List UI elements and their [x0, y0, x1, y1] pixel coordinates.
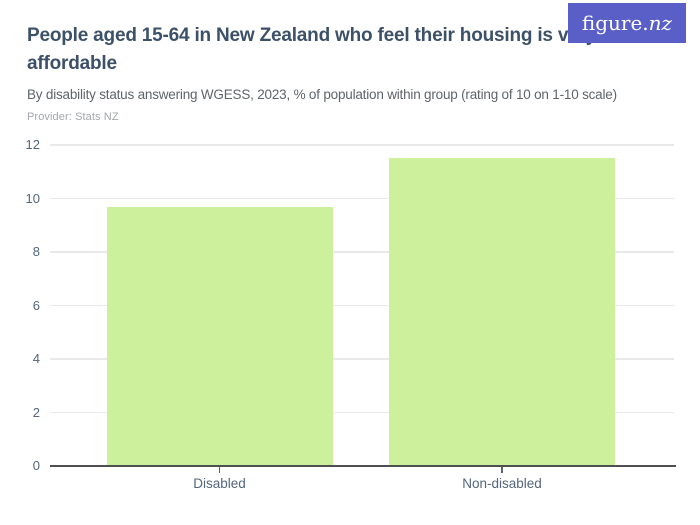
y-axis-tick-label: 6 [32, 297, 40, 313]
y-gridline [50, 251, 674, 253]
y-axis-tick-label: 4 [32, 351, 40, 366]
y-axis-tick-label: 12 [25, 137, 40, 152]
logo-text-italic: nz [648, 11, 673, 35]
y-gridline [50, 411, 674, 414]
y-axis-tick-label: 8 [32, 244, 40, 259]
y-axis-tick-label: 10 [25, 190, 40, 206]
y-axis-tick-label: 2 [32, 404, 40, 420]
x-axis-tick [501, 467, 503, 473]
y-gridline [50, 197, 674, 200]
page-title: People aged 15-64 in New Zealand who fee… [27, 25, 597, 74]
chart-header: People aged 15-64 in New Zealand who fee… [27, 22, 627, 123]
y-axis-tick-label: 0 [32, 458, 40, 473]
bar-non-disabled [389, 158, 615, 466]
logo-text: figure. [581, 11, 649, 35]
x-axis-line [50, 465, 676, 467]
y-gridline [50, 304, 674, 307]
x-axis-category-label: Non-disabled [462, 476, 542, 491]
x-axis-tick [218, 467, 221, 473]
chart-subtitle: By disability status answering WGESS, 20… [27, 87, 617, 102]
data-provider-note: Provider: Stats NZ [27, 111, 119, 123]
figure-nz-logo: figure. nz [568, 3, 686, 43]
x-axis-category-label: Disabled [193, 476, 246, 491]
y-gridline [50, 144, 674, 146]
bar-disabled [106, 206, 333, 466]
y-gridline [50, 358, 674, 360]
